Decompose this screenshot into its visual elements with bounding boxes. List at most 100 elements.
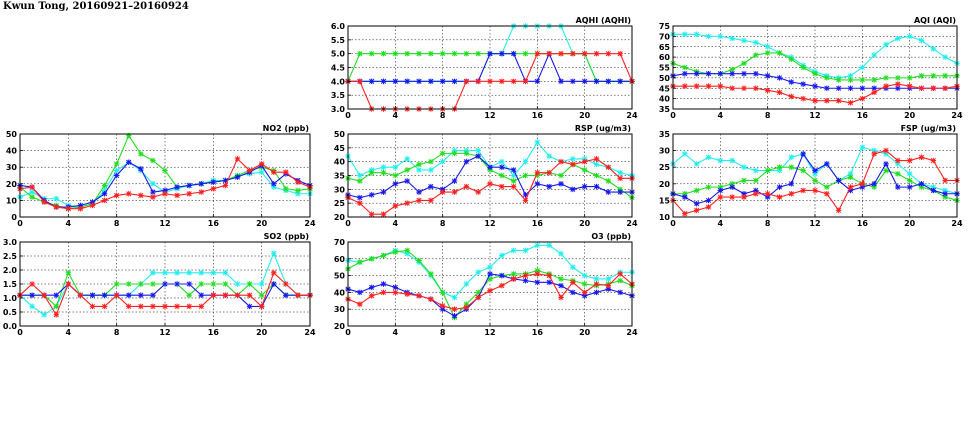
data-point [41,199,47,205]
data-point [859,77,866,83]
data-point [753,187,759,194]
data-point [258,281,265,287]
data-point [499,172,505,179]
data-point [439,50,446,57]
data-point [510,276,517,282]
data-point [451,306,458,312]
data-point [788,154,795,160]
data-point [581,293,588,299]
y-tick-label: 20 [334,213,346,222]
data-point [53,195,59,202]
data-point [451,147,458,154]
x-tick-label: 16 [208,328,220,337]
y-tick-label: 60 [334,255,346,264]
data-point [258,303,265,310]
data-point [593,50,600,57]
data-point [416,293,422,299]
data-point [451,178,458,184]
data-point [835,97,842,104]
data-point [918,37,925,44]
data-point [368,50,375,57]
data-point [475,153,481,159]
x-tick-label: 0 [17,328,23,337]
data-point [895,75,901,81]
chart-title: FSP (ug/m3) [901,124,956,133]
data-point [693,187,700,194]
data-point [404,50,410,57]
data-point [847,77,854,83]
x-tick-label: 8 [440,328,446,337]
data-point [717,157,724,164]
data-point [162,281,168,287]
data-point [847,73,854,79]
data-point [906,171,913,177]
data-point [581,289,588,296]
data-point [776,75,783,81]
data-point [717,70,724,77]
y-tick-label: 0.5 [3,308,18,317]
data-point [138,166,144,172]
data-point [463,304,470,311]
data-point [788,93,795,100]
data-point [693,200,700,207]
y-tick-label: 30 [334,185,346,194]
data-point [101,187,108,194]
data-point [428,296,434,302]
x-tick-label: 12 [809,219,820,228]
data-point [788,191,795,197]
y-tick-label: 20 [334,322,346,331]
data-point [764,50,771,56]
data-point [150,181,156,187]
data-point [404,156,410,162]
data-point [847,100,854,106]
data-point [847,187,854,194]
data-point [522,272,529,279]
data-point [271,250,277,256]
data-point [368,293,375,299]
data-point [812,70,818,77]
data-point [717,187,724,194]
data-point [824,97,830,104]
data-point [150,292,156,298]
data-point [499,282,505,289]
data-point [222,270,229,276]
data-point [510,247,517,254]
data-point [918,85,925,91]
data-point [89,303,96,310]
data-point [617,289,623,296]
data-point [930,187,937,194]
data-point [357,289,363,296]
data-point [764,73,771,79]
data-point [906,83,913,89]
so2-chart: 0 4 8 12 16 20 24 0.0 0.5 1.0 1.5 2.0 2.5 3.0 SO2 (ppb… [3,232,316,337]
data-point [222,292,229,298]
data-point [824,161,830,167]
data-point [246,281,253,287]
data-point [558,294,564,301]
data-point [617,189,623,195]
data-point [693,70,700,77]
data-point [546,153,552,159]
data-point [357,301,363,307]
data-point [357,172,363,179]
data-point [404,178,410,184]
data-point [451,150,458,157]
data-point [682,210,688,217]
data-point [812,177,818,184]
data-point [883,151,889,157]
data-point [392,181,399,187]
data-point [113,172,120,179]
data-point [101,292,108,298]
data-point [682,31,688,38]
data-point [368,211,375,217]
data-point [883,41,889,48]
y-tick-label: 4.5 [331,64,346,73]
data-point [788,181,795,187]
data-point [439,78,446,85]
data-point [210,281,217,287]
data-point [581,272,588,279]
data-point [534,242,541,249]
data-point [271,281,277,287]
data-point [753,70,759,77]
rsp-chart: 0 4 8 12 16 20 24 20 25 30 35 40 45 50 RSP (ug/m3) [334,124,638,228]
